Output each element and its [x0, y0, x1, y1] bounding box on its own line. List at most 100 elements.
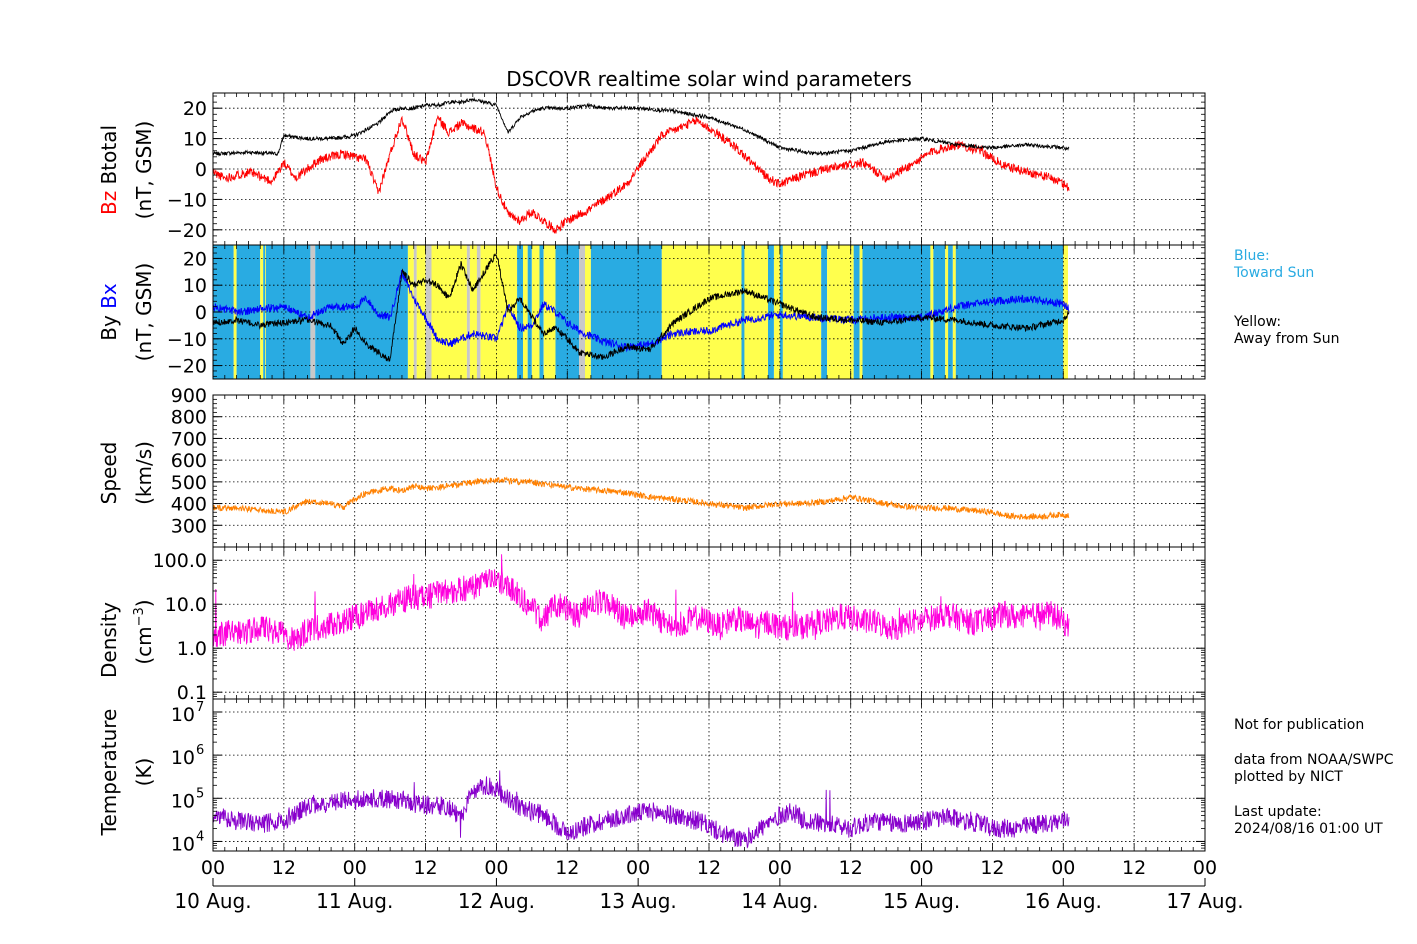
date-label: 11 Aug.: [316, 889, 393, 913]
imf-polarity-band: [476, 245, 481, 379]
x-tick-label: 00: [201, 857, 225, 879]
y-tick-label: 10: [183, 275, 207, 297]
y-tick-label: 600: [171, 450, 207, 472]
date-label: 13 Aug.: [600, 889, 677, 913]
x-tick-label: 12: [413, 857, 437, 879]
date-label: 15 Aug.: [883, 889, 960, 913]
y-tick-label: 10: [171, 747, 195, 769]
x-tick-label: 00: [626, 857, 650, 879]
btotal-line: [212, 96, 1070, 157]
imf-polarity-band: [263, 245, 265, 379]
x-tick-label: 12: [555, 857, 579, 879]
btotal-label: Btotal: [97, 125, 121, 184]
y-tick-label: 700: [171, 428, 207, 450]
y-tick-label: 0: [195, 159, 207, 181]
legend-blue: Blue: Toward Sun: [1234, 248, 1315, 281]
imf-polarity-band: [413, 245, 417, 379]
density-panel: 100.0 10.0 1.0 0.1 Density (cm−3): [97, 546, 1206, 704]
y-tick-label: 0.1: [177, 682, 207, 704]
speed-line: [212, 476, 1070, 521]
btotal-bz-panel: 20 10 0 −10 −20 Bz Btotal (nT, GSM): [97, 92, 1206, 246]
imf-polarity-band: [774, 245, 780, 379]
bx-by-unit: (nT, GSM): [132, 263, 156, 362]
y-tick-exponent: 6: [196, 743, 204, 758]
y-tick-label: 10: [171, 704, 195, 726]
y-tick-label: 10: [171, 833, 195, 855]
imf-polarity-band: [585, 245, 591, 379]
y-tick-label: 500: [171, 472, 207, 494]
note-not-for-publication: Not for publication: [1234, 717, 1365, 733]
date-label: 17 Aug.: [1166, 889, 1243, 913]
imf-polarity-band: [265, 245, 311, 379]
date-label: 14 Aug.: [741, 889, 818, 913]
date-label: 16 Aug.: [1025, 889, 1102, 913]
note-data-from: data from NOAA/SWPC: [1234, 752, 1394, 768]
y-tick-label: 300: [171, 515, 207, 537]
y-tick-label: −10: [167, 189, 207, 211]
y-tick-exponent: 5: [196, 786, 204, 801]
x-tick-label: 12: [1122, 857, 1146, 879]
x-tick-label: 00: [768, 857, 792, 879]
legend-yellow: Yellow: Away from Sun: [1234, 314, 1340, 347]
imf-polarity-band: [425, 245, 432, 379]
temperature-unit: (K): [132, 758, 156, 787]
x-tick-label: 00: [1051, 857, 1075, 879]
y-tick-label: 10: [171, 790, 195, 812]
imf-polarity-band: [466, 245, 470, 379]
bz-label: Bz: [97, 191, 121, 215]
y-tick-label: 0: [195, 302, 207, 324]
y-tick-exponent: 4: [196, 829, 204, 844]
note-plotted-by: plotted by NICT: [1234, 769, 1343, 785]
density-line: [212, 554, 1070, 651]
x-tick-label: 00: [343, 857, 367, 879]
x-tick-label: 12: [272, 857, 296, 879]
imf-polarity-band: [741, 245, 745, 379]
chart-title: DSCOVR realtime solar wind parameters: [506, 67, 912, 91]
bx-by-ylabel: By Bx: [97, 283, 121, 341]
imf-polarity-band: [517, 245, 523, 379]
imf-polarity-band: [310, 245, 316, 379]
y-tick-label: 100.0: [153, 550, 207, 572]
imf-polarity-band: [821, 245, 828, 379]
imf-polarity-band: [862, 245, 931, 379]
y-tick-label: 10: [183, 129, 207, 151]
note-last-update-label: Last update:: [1234, 804, 1322, 820]
imf-polarity-band: [768, 245, 774, 379]
y-tick-label: −20: [167, 220, 207, 242]
y-tick-label: 800: [171, 407, 207, 429]
note-last-update-value: 2024/08/16 01:00 UT: [1234, 821, 1383, 837]
x-tick-label: 12: [839, 857, 863, 879]
y-tick-label: 10.0: [165, 594, 207, 616]
y-tick-label: 900: [171, 385, 207, 407]
btotal-bz-unit: (nT, GSM): [132, 121, 156, 220]
temperature-ylabel: Temperature: [97, 709, 121, 837]
density-ylabel: Density: [97, 602, 121, 678]
x-tick-label: 12: [697, 857, 721, 879]
y-tick-label: 400: [171, 494, 207, 516]
imf-polarity-band: [853, 245, 860, 379]
imf-polarity-band: [531, 245, 540, 379]
imf-polarity-band: [213, 245, 234, 379]
x-tick-label: 00: [1193, 857, 1217, 879]
by-label: By: [97, 315, 121, 341]
temperature-line: [212, 770, 1070, 849]
y-tick-label: 20: [183, 98, 207, 120]
y-tick-exponent: 7: [196, 700, 204, 715]
btotal-bz-ylabel: Bz Btotal: [97, 125, 121, 215]
y-tick-label: 20: [183, 248, 207, 270]
x-tick-label: 12: [980, 857, 1004, 879]
y-tick-label: −20: [167, 356, 207, 378]
imf-polarity-band: [407, 245, 414, 379]
y-tick-label: 1.0: [177, 638, 207, 660]
speed-unit: (km/s): [132, 441, 156, 505]
x-tick-label: 00: [909, 857, 933, 879]
by-line: [212, 253, 1070, 362]
x-tick-label: 00: [484, 857, 508, 879]
date-label: 10 Aug.: [174, 889, 251, 913]
density-unit: (cm−3): [132, 599, 156, 664]
imf-polarity-band: [744, 245, 768, 379]
